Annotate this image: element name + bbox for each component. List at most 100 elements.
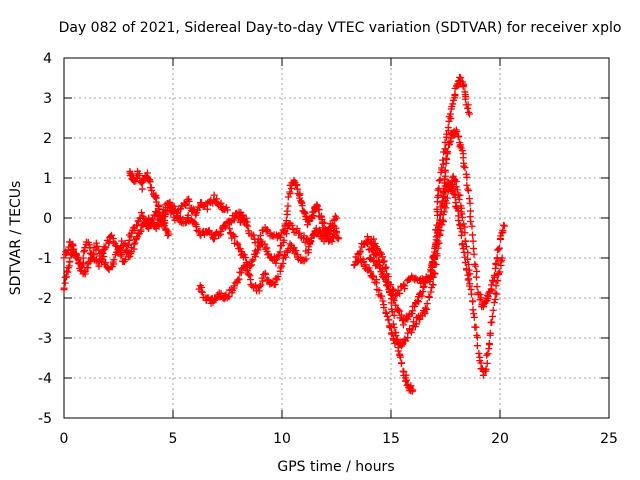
data-point-marker bbox=[483, 351, 491, 359]
x-tick-label: 10 bbox=[273, 431, 291, 447]
chart-title: Day 082 of 2021, Sidereal Day-to-day VTE… bbox=[59, 20, 622, 36]
data-point-marker bbox=[433, 205, 441, 213]
data-point-marker bbox=[465, 110, 473, 118]
data-point-marker bbox=[463, 266, 471, 274]
data-point-marker bbox=[224, 206, 231, 214]
data-point-marker bbox=[288, 221, 296, 229]
data-point-marker bbox=[396, 353, 404, 361]
data-point-marker bbox=[452, 126, 460, 134]
data-point-marker bbox=[470, 250, 478, 258]
data-point-marker bbox=[398, 359, 406, 367]
data-point-marker bbox=[375, 261, 383, 269]
data-point-marker bbox=[468, 222, 476, 230]
data-point-marker bbox=[387, 281, 395, 289]
data-point-marker bbox=[293, 225, 301, 233]
data-point-marker bbox=[333, 214, 340, 222]
data-point-marker bbox=[102, 243, 110, 251]
data-point-marker bbox=[205, 227, 213, 234]
data-point-marker bbox=[352, 253, 360, 261]
data-point-marker bbox=[335, 234, 343, 242]
data-point-marker bbox=[160, 222, 168, 230]
data-point-marker bbox=[282, 230, 290, 238]
data-point-marker bbox=[242, 221, 250, 229]
data-point-marker bbox=[499, 227, 507, 235]
data-point-marker bbox=[408, 326, 416, 334]
data-point-marker bbox=[404, 334, 412, 342]
data-point-marker bbox=[274, 273, 282, 281]
y-tick-label: 0 bbox=[43, 211, 52, 227]
data-point-marker bbox=[365, 264, 373, 272]
data-point-marker bbox=[92, 239, 100, 247]
data-point-marker bbox=[64, 264, 72, 272]
data-point-marker bbox=[383, 312, 391, 320]
data-point-marker bbox=[253, 249, 261, 257]
data-point-marker bbox=[274, 252, 282, 260]
data-point-marker bbox=[449, 100, 457, 108]
data-point-marker bbox=[241, 254, 249, 262]
data-point-marker bbox=[434, 237, 442, 245]
data-point-marker bbox=[492, 282, 500, 290]
data-point-marker bbox=[370, 272, 378, 280]
data-point-marker bbox=[428, 266, 436, 274]
data-point-marker bbox=[416, 315, 424, 323]
data-point-marker bbox=[145, 224, 153, 232]
data-point-marker bbox=[185, 197, 193, 205]
y-tick-label: 4 bbox=[43, 51, 52, 67]
data-point-marker bbox=[118, 250, 126, 258]
data-point-marker bbox=[221, 223, 229, 231]
axis-ticks bbox=[63, 57, 610, 419]
data-point-marker bbox=[76, 260, 84, 268]
data-point-marker bbox=[280, 236, 288, 244]
data-point-marker bbox=[490, 299, 498, 307]
data-point-marker bbox=[254, 246, 262, 254]
data-point-marker bbox=[470, 310, 478, 318]
data-point-marker bbox=[127, 170, 135, 178]
data-point-marker bbox=[458, 213, 466, 221]
data-point-marker bbox=[81, 267, 89, 275]
data-point-marker bbox=[283, 248, 291, 256]
data-point-marker bbox=[454, 216, 462, 224]
data-point-marker bbox=[196, 282, 204, 290]
y-tick-label: 3 bbox=[43, 91, 52, 107]
data-point-marker bbox=[493, 254, 501, 262]
data-point-marker bbox=[489, 312, 497, 320]
data-point-marker bbox=[423, 300, 431, 308]
data-point-marker bbox=[454, 133, 462, 141]
data-point-marker bbox=[490, 271, 498, 279]
data-point-marker bbox=[242, 266, 250, 274]
y-axis-label: SDTVAR / TECUs bbox=[8, 181, 24, 296]
data-point-marker bbox=[283, 207, 291, 215]
data-point-marker bbox=[148, 186, 156, 194]
data-point-marker bbox=[210, 191, 218, 199]
data-point-marker bbox=[373, 251, 381, 259]
data-point-marker bbox=[468, 290, 476, 298]
data-point-marker bbox=[315, 206, 323, 214]
data-point-marker bbox=[225, 225, 233, 233]
data-point-marker bbox=[451, 194, 459, 202]
data-point-marker bbox=[395, 307, 403, 315]
data-point-marker bbox=[484, 350, 492, 358]
data-point-marker bbox=[435, 185, 443, 193]
data-point-marker bbox=[64, 246, 72, 254]
data-point-marker bbox=[137, 226, 145, 234]
data-point-marker bbox=[155, 222, 163, 230]
data-point-marker bbox=[464, 276, 472, 284]
x-axis-label: GPS time / hours bbox=[277, 459, 394, 475]
data-point-marker bbox=[382, 309, 390, 317]
data-point-marker bbox=[296, 229, 304, 237]
y-tick-label: -3 bbox=[38, 331, 52, 347]
data-point-marker bbox=[434, 229, 442, 237]
data-point-marker bbox=[127, 229, 135, 237]
data-point-marker bbox=[387, 323, 395, 331]
data-point-marker bbox=[371, 239, 379, 247]
data-point-marker bbox=[69, 242, 77, 250]
data-point-marker bbox=[444, 124, 452, 132]
data-point-marker bbox=[182, 201, 190, 209]
data-point-marker bbox=[449, 188, 457, 196]
data-point-marker bbox=[89, 254, 97, 262]
data-point-marker bbox=[485, 340, 493, 348]
data-point-marker bbox=[426, 275, 434, 283]
data-point-marker bbox=[250, 231, 258, 239]
data-point-marker bbox=[392, 301, 400, 309]
series-track-2 bbox=[60, 198, 251, 278]
